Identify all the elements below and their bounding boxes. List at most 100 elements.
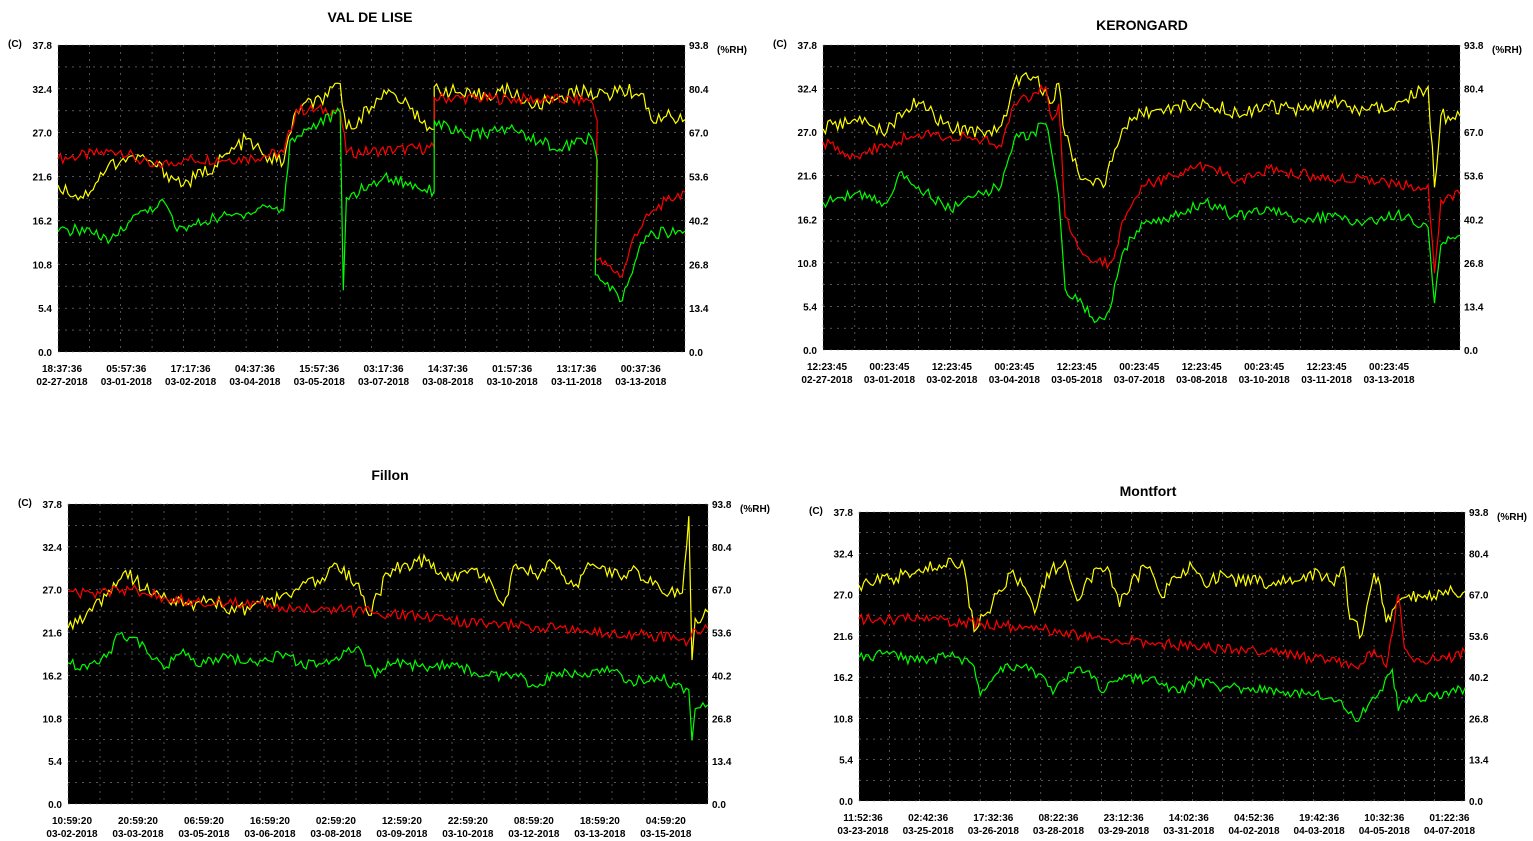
y-tick-label: 37.8 [33,41,53,52]
x-tick-date: 04-02-2018 [1228,826,1280,837]
x-tick-date: 03-13-2018 [574,829,626,840]
x-tick-time: 17:17:36 [171,364,211,375]
x-tick-time: 20:59:20 [118,816,158,827]
x-tick-time: 13:17:36 [556,364,596,375]
series-line [67,516,709,661]
y-axis-label: (C) [8,39,22,50]
y2-tick-label: 26.8 [1464,259,1484,270]
y2-tick-label: 53.6 [712,629,732,640]
y2-tick-label: 13.4 [712,757,732,768]
y-tick-label: 27.0 [33,129,53,140]
y-tick-label: 37.8 [834,508,854,519]
x-tick-time: 14:37:36 [428,364,468,375]
y2-tick-label: 67.0 [689,129,709,140]
y-tick-label: 27.0 [798,128,818,139]
x-tick-date: 03-10-2018 [442,829,494,840]
x-tick-time: 19:42:36 [1299,813,1339,824]
y2-axis-label: (%RH) [740,504,770,515]
x-tick-date: 03-08-2018 [422,377,474,388]
x-tick-time: 15:57:36 [299,364,339,375]
x-tick-date: 03-08-2018 [1176,375,1228,386]
y2-tick-label: 67.0 [1469,591,1489,602]
x-tick-time: 00:23:45 [1119,362,1159,373]
x-tick-date: 03-23-2018 [837,826,889,837]
x-tick-time: 00:23:45 [1369,362,1409,373]
x-tick-time: 23:12:36 [1104,813,1144,824]
chart-title: VAL DE LISE [327,9,412,25]
x-tick-date: 04-07-2018 [1424,826,1476,837]
y2-tick-label: 40.2 [1464,215,1484,226]
x-tick-time: 12:59:20 [382,816,422,827]
x-tick-time: 10:59:20 [52,816,92,827]
y2-axis-label: (%RH) [717,45,747,56]
x-tick-time: 05:57:36 [106,364,146,375]
y-tick-label: 0.0 [803,346,817,357]
y-tick-label: 16.2 [834,673,854,684]
y-tick-label: 10.8 [33,260,53,271]
x-tick-date: 03-03-2018 [112,829,164,840]
y2-axis-label: (%RH) [1497,512,1527,523]
y2-tick-label: 80.4 [712,543,732,554]
x-tick-date: 03-11-2018 [551,377,602,388]
x-tick-time: 18:59:20 [580,816,620,827]
y2-tick-label: 93.8 [1469,508,1489,519]
x-tick-date: 03-02-2018 [165,377,217,388]
x-tick-date: 03-26-2018 [968,826,1020,837]
series-line [822,122,1461,324]
x-tick-time: 03:17:36 [364,364,404,375]
x-tick-time: 08:22:36 [1038,813,1078,824]
x-tick-time: 02:59:20 [316,816,356,827]
x-tick-time: 16:59:20 [250,816,290,827]
y-tick-label: 5.4 [803,302,817,313]
x-tick-date: 03-01-2018 [101,377,153,388]
x-tick-time: 22:59:20 [448,816,488,827]
x-tick-date: 03-13-2018 [1363,375,1415,386]
x-tick-date: 03-12-2018 [508,829,560,840]
x-tick-date: 03-13-2018 [615,377,667,388]
y-tick-label: 37.8 [43,500,63,511]
y2-tick-label: 26.8 [689,260,709,271]
x-tick-time: 12:23:45 [807,362,847,373]
y-tick-label: 0.0 [48,800,62,811]
x-tick-date: 03-09-2018 [376,829,428,840]
y2-tick-label: 40.2 [1469,673,1489,684]
series-line [822,71,1461,189]
y-tick-label: 0.0 [38,348,52,359]
y-axis-label: (C) [809,506,823,517]
x-tick-time: 12:23:45 [1182,362,1222,373]
y-tick-label: 16.2 [33,216,53,227]
x-tick-time: 18:37:36 [42,364,82,375]
y-tick-label: 37.8 [798,41,818,52]
y-tick-label: 10.8 [834,714,854,725]
y-tick-label: 5.4 [839,756,853,767]
x-tick-date: 03-06-2018 [244,829,296,840]
series-line [57,107,686,303]
x-tick-time: 17:32:36 [973,813,1013,824]
x-tick-date: 03-05-2018 [294,377,346,388]
x-tick-date: 03-10-2018 [1239,375,1291,386]
y2-tick-label: 0.0 [689,348,703,359]
y2-tick-label: 93.8 [689,41,709,52]
y2-tick-label: 53.6 [1469,632,1489,643]
series-line [57,91,686,278]
x-tick-time: 01:22:36 [1429,813,1469,824]
x-tick-time: 08:59:20 [514,816,554,827]
x-tick-date: 03-01-2018 [864,375,916,386]
y2-tick-label: 0.0 [1464,346,1478,357]
series-line [858,594,1466,670]
y2-tick-label: 13.4 [689,304,709,315]
chart-montfort: Montfort (C) (%RH) 0.0 5.4 10.8 16.2 21.6 27.0 32… [809,483,1527,837]
x-tick-date: 03-02-2018 [926,375,978,386]
x-tick-date: 03-28-2018 [1033,826,1085,837]
y-tick-label: 16.2 [43,671,63,682]
x-tick-date: 03-10-2018 [487,377,539,388]
x-tick-time: 10:32:36 [1364,813,1404,824]
y-tick-label: 32.4 [798,85,818,96]
y-tick-label: 10.8 [43,714,63,725]
x-tick-time: 04:59:20 [646,816,686,827]
y-tick-label: 21.6 [33,173,53,184]
x-tick-time: 00:37:36 [621,364,661,375]
chart-fillon: Fillon (C) (%RH) 0.0 5.4 10.8 16.2 21.6 27.0 32.4… [18,467,770,840]
x-tick-date: 03-04-2018 [229,377,281,388]
x-tick-time: 02:42:36 [908,813,948,824]
